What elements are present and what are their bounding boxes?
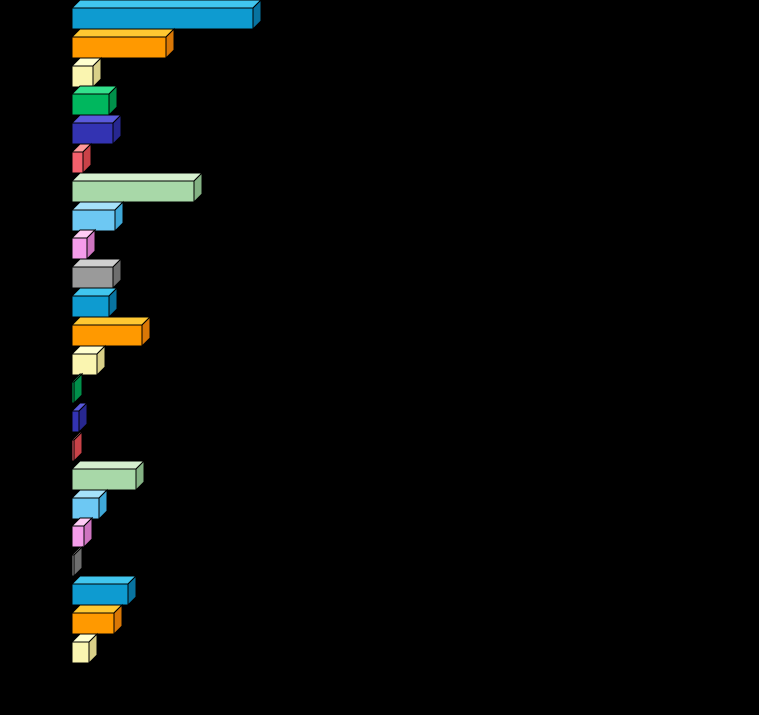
- bar-front-face: [71, 641, 90, 664]
- bar-front-face: [71, 353, 98, 376]
- bar-front-face: [71, 180, 195, 203]
- bar-front-face: [71, 237, 88, 260]
- bar-item[interactable]: [70, 113, 123, 146]
- bar-item[interactable]: [70, 257, 123, 290]
- bar-item[interactable]: [70, 286, 119, 319]
- bar-front-face: [71, 65, 94, 88]
- bar-front-face: [71, 36, 167, 59]
- bar-front-face: [71, 439, 75, 462]
- bar-front-face: [71, 525, 85, 548]
- bar-front-face: [71, 468, 137, 491]
- bar-top-face: [70, 201, 125, 211]
- bar-item[interactable]: [70, 84, 119, 117]
- bar-item[interactable]: [70, 545, 84, 578]
- bar-item[interactable]: [70, 574, 138, 607]
- bar-top-face: [70, 575, 138, 585]
- bar-front-face: [71, 7, 254, 30]
- bar-top-face: [70, 172, 204, 182]
- bar-item[interactable]: [70, 632, 99, 665]
- bar-front-face: [71, 554, 75, 577]
- bar-item[interactable]: [70, 603, 124, 636]
- bar-front-face: [71, 122, 114, 145]
- bar-item[interactable]: [70, 459, 146, 492]
- bar-item[interactable]: [70, 142, 93, 175]
- bar-front-face: [71, 295, 110, 318]
- bar-front-face: [71, 266, 114, 289]
- bar-front-face: [71, 93, 110, 116]
- bar-top-face: [70, 460, 146, 470]
- bar-item[interactable]: [70, 315, 152, 348]
- bar-front-face: [71, 583, 129, 606]
- bar-front-face: [71, 151, 84, 174]
- bar-item[interactable]: [70, 401, 89, 434]
- bar-front-face: [71, 410, 80, 433]
- bar-item[interactable]: [70, 56, 103, 89]
- bar-item[interactable]: [70, 200, 125, 233]
- bar-item[interactable]: [70, 372, 84, 405]
- bar-top-face: [70, 28, 176, 38]
- bar-item[interactable]: [70, 488, 109, 521]
- bar-item[interactable]: [70, 344, 107, 377]
- bar-item[interactable]: [70, 516, 94, 549]
- bars-layer: [70, 0, 262, 665]
- bar-front-face: [71, 497, 100, 520]
- bar-front-face: [71, 381, 75, 404]
- bar-front-face: [71, 209, 116, 232]
- bar-item[interactable]: [70, 0, 262, 31]
- bar-top-face: [70, 0, 262, 9]
- bar-top-face: [70, 316, 152, 326]
- bar-item[interactable]: [70, 27, 176, 60]
- bar-front-face: [71, 612, 115, 635]
- bar-item[interactable]: [70, 228, 97, 261]
- bar-front-face: [71, 324, 143, 347]
- bar-item[interactable]: [70, 171, 204, 204]
- bar-item[interactable]: [70, 430, 84, 463]
